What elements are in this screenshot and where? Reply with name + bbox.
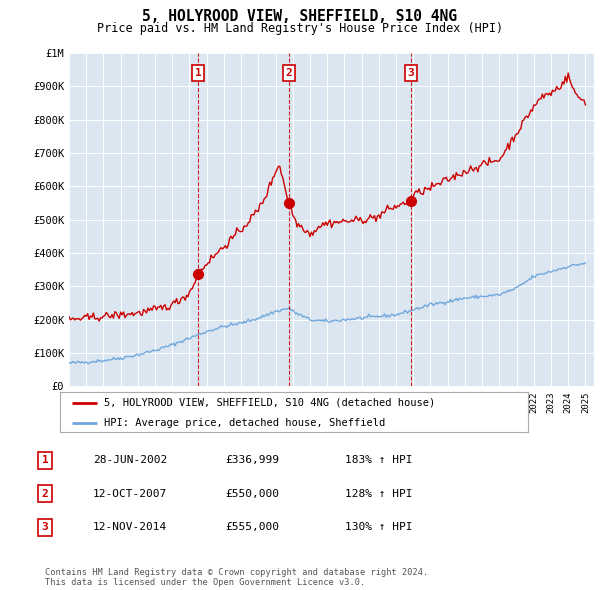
Text: HPI: Average price, detached house, Sheffield: HPI: Average price, detached house, Shef… xyxy=(104,418,386,428)
Text: 3: 3 xyxy=(41,523,49,532)
Text: Contains HM Land Registry data © Crown copyright and database right 2024.
This d: Contains HM Land Registry data © Crown c… xyxy=(45,568,428,587)
Text: £550,000: £550,000 xyxy=(225,489,279,499)
Text: 12-NOV-2014: 12-NOV-2014 xyxy=(93,523,167,532)
Text: 5, HOLYROOD VIEW, SHEFFIELD, S10 4NG: 5, HOLYROOD VIEW, SHEFFIELD, S10 4NG xyxy=(143,9,458,24)
Text: 130% ↑ HPI: 130% ↑ HPI xyxy=(345,523,413,532)
Text: Price paid vs. HM Land Registry's House Price Index (HPI): Price paid vs. HM Land Registry's House … xyxy=(97,22,503,35)
Text: 2: 2 xyxy=(286,68,292,78)
Text: 183% ↑ HPI: 183% ↑ HPI xyxy=(345,455,413,465)
Text: 2: 2 xyxy=(41,489,49,499)
Text: 128% ↑ HPI: 128% ↑ HPI xyxy=(345,489,413,499)
Text: 1: 1 xyxy=(194,68,202,78)
Text: £336,999: £336,999 xyxy=(225,455,279,465)
Text: 3: 3 xyxy=(407,68,415,78)
Text: 1: 1 xyxy=(41,455,49,465)
Text: 5, HOLYROOD VIEW, SHEFFIELD, S10 4NG (detached house): 5, HOLYROOD VIEW, SHEFFIELD, S10 4NG (de… xyxy=(104,398,436,408)
Text: 12-OCT-2007: 12-OCT-2007 xyxy=(93,489,167,499)
Text: £555,000: £555,000 xyxy=(225,523,279,532)
Text: 28-JUN-2002: 28-JUN-2002 xyxy=(93,455,167,465)
